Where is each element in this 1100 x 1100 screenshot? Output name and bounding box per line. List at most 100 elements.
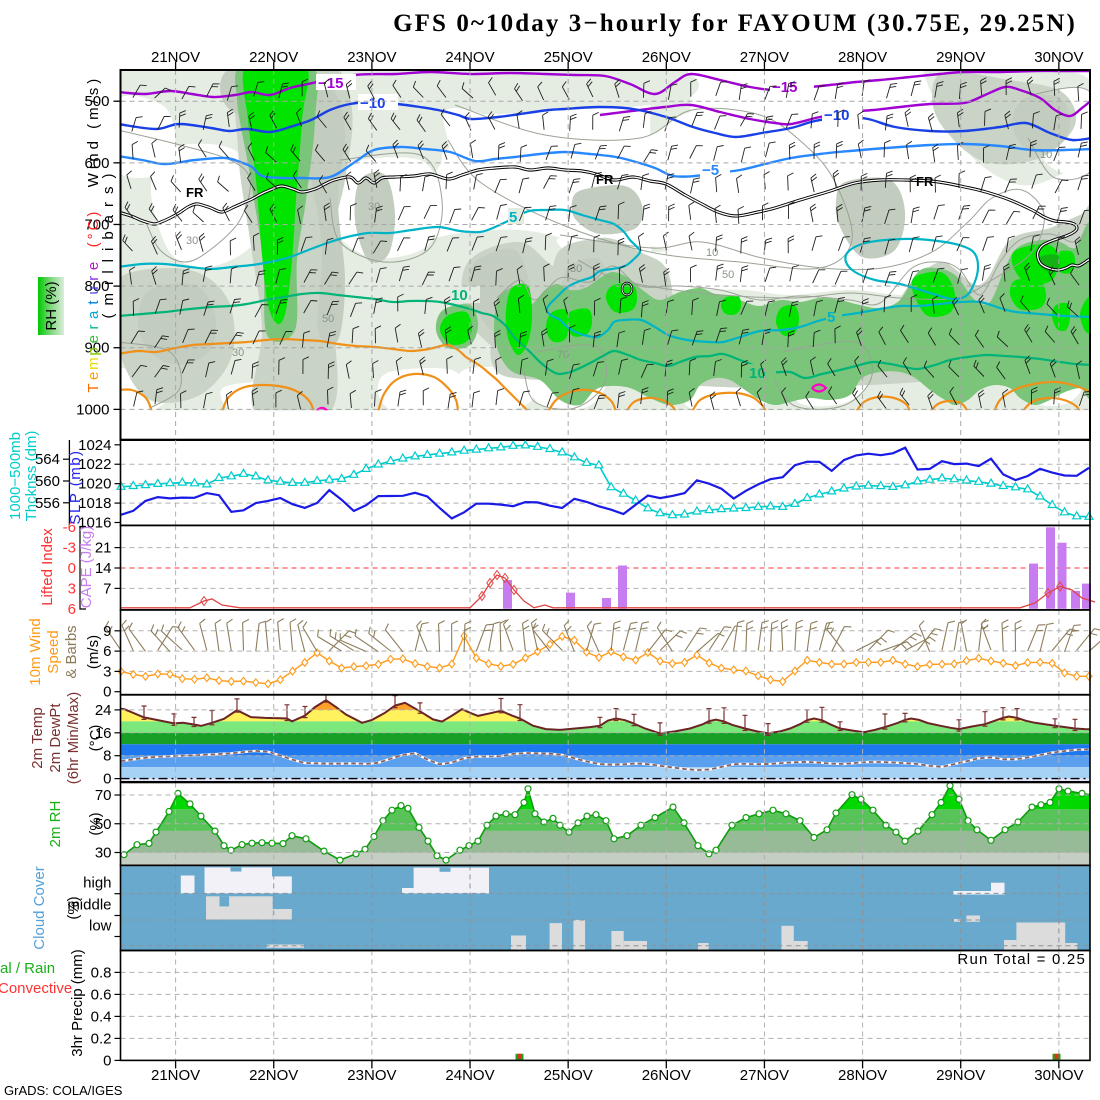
svg-text:50: 50 <box>322 313 334 325</box>
svg-text:28NOV: 28NOV <box>838 1067 887 1084</box>
svg-text:0.4: 0.4 <box>91 1008 112 1025</box>
svg-text:10: 10 <box>749 365 766 382</box>
svg-text:26NOV: 26NOV <box>642 1067 691 1084</box>
svg-text:-3: -3 <box>63 539 76 556</box>
svg-text:0.2: 0.2 <box>91 1030 112 1047</box>
svg-text:50: 50 <box>722 269 734 281</box>
svg-text:10: 10 <box>1040 149 1052 161</box>
svg-text:(°C): (°C) <box>87 725 104 752</box>
svg-text:0.6: 0.6 <box>91 986 112 1003</box>
svg-text:3: 3 <box>103 663 111 680</box>
svg-text:(%): (%) <box>87 812 104 835</box>
svg-text:−10: −10 <box>824 107 849 124</box>
svg-text:25NOV: 25NOV <box>544 1067 593 1084</box>
svg-text:29NOV: 29NOV <box>936 1067 985 1084</box>
svg-text:30: 30 <box>368 201 380 213</box>
svg-text:9: 9 <box>103 623 111 640</box>
svg-text:-6: -6 <box>63 519 76 536</box>
svg-text:700: 700 <box>84 216 109 233</box>
svg-text:GrADS: COLA/IGES: GrADS: COLA/IGES <box>4 1083 123 1098</box>
svg-text:0: 0 <box>103 1052 111 1069</box>
svg-text:14: 14 <box>95 560 112 577</box>
svg-text:1022: 1022 <box>78 456 111 473</box>
svg-text:27NOV: 27NOV <box>740 1067 789 1084</box>
svg-text:24NOV: 24NOV <box>445 1067 494 1084</box>
svg-text:t: t <box>85 300 102 305</box>
svg-text:Thcknss (dm): Thcknss (dm) <box>23 431 40 522</box>
svg-text:30NOV: 30NOV <box>1034 1067 1083 1084</box>
svg-text:70: 70 <box>557 349 569 361</box>
svg-text:Total / Rain: Total / Rain <box>0 960 55 977</box>
svg-text:(m/s): (m/s) <box>85 635 102 669</box>
svg-text:800: 800 <box>84 278 109 295</box>
svg-text:middle: middle <box>67 897 111 914</box>
svg-text:(millibars): (millibars) <box>100 166 117 319</box>
svg-text:2m DewPt: 2m DewPt <box>47 703 64 773</box>
svg-text:(6hr Min/Max): (6hr Min/Max) <box>65 692 82 785</box>
svg-text:16: 16 <box>95 725 112 742</box>
svg-text:Convective: Convective <box>0 980 72 997</box>
svg-text:10m Wind: 10m Wind <box>27 618 44 686</box>
svg-text:r: r <box>85 325 102 330</box>
svg-text:0: 0 <box>103 771 111 788</box>
svg-text:29NOV: 29NOV <box>936 49 985 66</box>
svg-text:e: e <box>85 372 102 380</box>
svg-text:30: 30 <box>570 263 582 275</box>
svg-text:2m RH: 2m RH <box>47 801 64 848</box>
svg-text:23NOV: 23NOV <box>347 49 396 66</box>
svg-text:21NOV: 21NOV <box>151 49 200 66</box>
svg-text:1018: 1018 <box>78 495 111 512</box>
svg-text:30: 30 <box>95 845 112 862</box>
svg-text:5: 5 <box>509 209 517 226</box>
svg-text:−15: −15 <box>772 79 797 96</box>
svg-text:FR: FR <box>186 185 204 200</box>
svg-text:1000−500mb: 1000−500mb <box>7 432 24 520</box>
svg-text:25NOV: 25NOV <box>544 49 593 66</box>
svg-text:FR: FR <box>916 174 934 189</box>
svg-text:FR: FR <box>596 172 614 187</box>
svg-text:u: u <box>85 286 102 294</box>
svg-text:m: m <box>85 357 102 370</box>
svg-text:500: 500 <box>84 93 109 110</box>
svg-text:e: e <box>85 262 102 270</box>
svg-text:22NOV: 22NOV <box>249 1067 298 1084</box>
svg-text:1020: 1020 <box>78 476 111 493</box>
svg-text:6: 6 <box>103 643 111 660</box>
svg-text:r: r <box>85 276 102 281</box>
svg-text:24NOV: 24NOV <box>445 49 494 66</box>
svg-text:Speed: Speed <box>45 630 62 673</box>
svg-text:27NOV: 27NOV <box>740 49 789 66</box>
svg-text:T: T <box>85 383 102 392</box>
svg-text:−10: −10 <box>360 95 385 112</box>
svg-text:50: 50 <box>95 816 112 833</box>
svg-text:p: p <box>85 347 102 355</box>
svg-text:7: 7 <box>103 580 111 597</box>
svg-text:24: 24 <box>95 702 112 719</box>
svg-text:10: 10 <box>451 287 468 304</box>
svg-text:6: 6 <box>68 601 76 618</box>
svg-text:Run Total = 0.25: Run Total = 0.25 <box>957 951 1086 968</box>
svg-text:560: 560 <box>35 473 60 490</box>
svg-text:70: 70 <box>95 787 112 804</box>
svg-text:23NOV: 23NOV <box>347 1067 396 1084</box>
svg-text:−5: −5 <box>702 162 719 179</box>
svg-text:0: 0 <box>103 684 111 701</box>
svg-text:3: 3 <box>68 580 76 597</box>
svg-text:a: a <box>85 310 102 319</box>
svg-text:900: 900 <box>84 340 109 357</box>
svg-text:e: e <box>85 335 102 343</box>
svg-text:Wind (m/s): Wind (m/s) <box>85 75 102 188</box>
svg-text:1024: 1024 <box>78 437 111 454</box>
svg-text:3hr Precip (mm): 3hr Precip (mm) <box>69 949 86 1057</box>
svg-text:5: 5 <box>827 309 835 326</box>
svg-text:8: 8 <box>103 748 111 765</box>
svg-text:low: low <box>89 918 112 935</box>
svg-text:GFS 0~10day 3−hourly for FAYOU: GFS 0~10day 3−hourly for FAYOUM (30.75E,… <box>393 10 1077 37</box>
svg-text:30NOV: 30NOV <box>1034 49 1083 66</box>
svg-text:−15: −15 <box>318 75 343 92</box>
svg-text:600: 600 <box>84 155 109 172</box>
svg-text:1016: 1016 <box>78 515 111 532</box>
svg-text:1000: 1000 <box>76 401 109 418</box>
svg-text:21NOV: 21NOV <box>151 1067 200 1084</box>
svg-text:10: 10 <box>706 247 718 259</box>
